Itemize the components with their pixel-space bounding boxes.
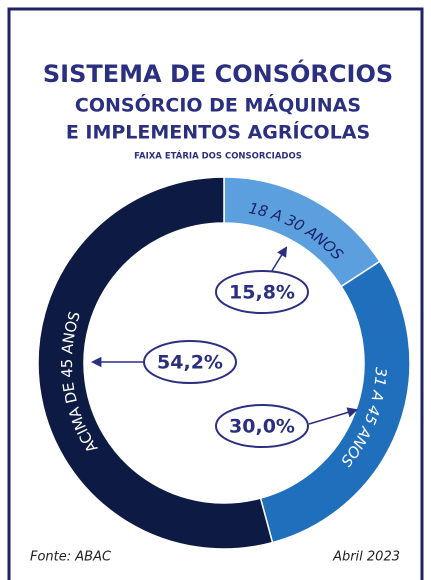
arrow: [308, 407, 359, 425]
donut-segment: [37, 176, 274, 550]
source: Fonte: ABAC: [30, 550, 112, 565]
chart-title: SISTEMA DE CONSÓRCIOS: [43, 58, 393, 88]
callout: [143, 340, 237, 384]
subtitle: CONSÓRCIO DE MÁQUINAS: [75, 93, 361, 117]
value-label: 54,2%: [157, 352, 223, 374]
arrow: [269, 246, 288, 275]
subtitle: E IMPLEMENTOS AGRÍCOLAS: [66, 121, 370, 144]
value-label: 15,8%: [229, 282, 295, 304]
frame: [7, 7, 424, 580]
callout: [215, 404, 309, 448]
callout: [215, 270, 309, 314]
caption: FAIXA ETÁRIA DOS CONSORCIADOS: [134, 150, 302, 162]
value-label: 30,0%: [229, 416, 295, 438]
date: Abril 2023: [332, 550, 400, 565]
